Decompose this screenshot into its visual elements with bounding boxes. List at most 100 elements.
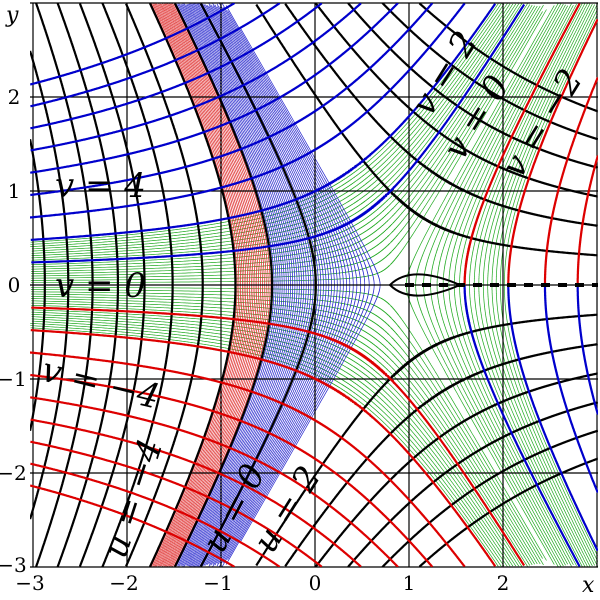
green-band-line bbox=[459, 3, 577, 285]
label-v-4: v = 4 bbox=[55, 166, 146, 206]
v-level-curve bbox=[30, 396, 399, 567]
green-band-line bbox=[442, 5, 569, 285]
u-level-curve bbox=[125, 3, 204, 567]
u-level-curve bbox=[199, 3, 317, 567]
u-level-curve bbox=[255, 3, 598, 257]
green-band-line bbox=[469, 285, 583, 567]
v-level-curve bbox=[30, 373, 434, 567]
v-level-curve bbox=[576, 285, 598, 415]
y-tick-labels: 2 1 0 −1 −2 −3 bbox=[0, 85, 27, 577]
y-tick-label: 0 bbox=[8, 273, 21, 297]
green-band-line bbox=[442, 285, 569, 565]
v-level-curve bbox=[30, 418, 362, 567]
x-tick-label: 2 bbox=[497, 571, 510, 595]
v-level-curve bbox=[543, 285, 598, 494]
green-band-line bbox=[30, 11, 543, 281]
green-band-line bbox=[430, 285, 564, 567]
u-level-curve bbox=[314, 3, 598, 198]
u-level-curve bbox=[148, 3, 237, 567]
v-level-curve bbox=[576, 155, 598, 285]
u-level-curve bbox=[284, 343, 598, 567]
v-level-curve bbox=[30, 3, 362, 152]
green-band-line bbox=[30, 9, 547, 284]
v-level-curve bbox=[30, 3, 399, 174]
v-level-curve bbox=[30, 462, 281, 567]
green-band-line bbox=[482, 285, 591, 567]
green-band-line bbox=[30, 295, 538, 565]
x-tick-labels: −3 −2 −1 0 1 2 bbox=[15, 571, 509, 595]
green-band-line bbox=[495, 285, 598, 567]
green-band-line bbox=[31, 3, 517, 256]
y-tick-label: −3 bbox=[0, 553, 27, 577]
u-level-curve bbox=[418, 3, 598, 113]
u-level-curve bbox=[174, 3, 274, 567]
u-level-curve bbox=[78, 3, 146, 567]
green-band-line bbox=[436, 285, 566, 566]
green-band-line bbox=[405, 285, 555, 565]
x-tick-label: −1 bbox=[203, 571, 232, 595]
v-level-curve bbox=[463, 3, 581, 285]
v-level-curve bbox=[30, 484, 236, 567]
v-level-curve bbox=[30, 351, 466, 567]
v-level-curve bbox=[30, 3, 466, 219]
green-band-line bbox=[499, 8, 598, 285]
v-level-curve bbox=[463, 285, 581, 567]
level-curves bbox=[30, 3, 598, 567]
u-level-curve bbox=[314, 372, 598, 567]
y-tick-label: −1 bbox=[0, 367, 27, 391]
green-band-line bbox=[459, 285, 577, 567]
u-level-curve bbox=[381, 3, 598, 141]
v-level-curve bbox=[30, 3, 236, 86]
green-band-line bbox=[478, 285, 588, 567]
green-band-line bbox=[31, 4, 531, 268]
v-level-curve bbox=[31, 306, 526, 567]
y-tick-label: 1 bbox=[8, 179, 21, 203]
v-level-curve bbox=[543, 76, 598, 285]
v-level-curve bbox=[30, 329, 497, 567]
green-band-line bbox=[31, 311, 520, 567]
y-tick-label: 2 bbox=[8, 85, 21, 109]
v-level-curve bbox=[507, 18, 598, 285]
green-band-line bbox=[30, 322, 505, 567]
v-level-curve bbox=[30, 440, 323, 567]
green-band-line bbox=[31, 5, 536, 272]
u-level-curve bbox=[35, 3, 94, 567]
x-tick-label: −3 bbox=[15, 571, 44, 595]
v-level-curve bbox=[30, 3, 323, 130]
v-level-curve bbox=[507, 285, 598, 552]
u-level-curve bbox=[30, 139, 46, 431]
green-band-line bbox=[487, 3, 593, 285]
green-band-line bbox=[31, 3, 520, 259]
u-level-curve bbox=[284, 3, 598, 227]
u-level-curve bbox=[347, 3, 598, 169]
v-level-curve bbox=[31, 3, 526, 264]
green-band-line bbox=[30, 286, 547, 561]
green-band-line bbox=[405, 5, 555, 285]
green-band-line bbox=[448, 285, 572, 567]
u-level-curve bbox=[381, 429, 598, 567]
u-level-curve bbox=[56, 3, 120, 567]
green-band-line bbox=[31, 298, 536, 565]
green-band-line bbox=[30, 3, 499, 243]
x-tick-label: −2 bbox=[109, 571, 138, 595]
green-band-line bbox=[436, 4, 566, 285]
label-v-0-left: v = 0 bbox=[55, 266, 146, 306]
green-band-line bbox=[31, 314, 517, 567]
u-level-curve bbox=[255, 313, 598, 567]
green-band-line bbox=[473, 285, 586, 567]
u-level-curve bbox=[101, 3, 174, 567]
y-tick-label: −2 bbox=[0, 461, 27, 485]
green-band-line bbox=[487, 285, 593, 567]
x-tick-label: 1 bbox=[403, 571, 416, 595]
green-band-line bbox=[31, 302, 531, 566]
green-band-line bbox=[499, 285, 598, 562]
u-level-curve bbox=[30, 50, 70, 520]
green-band-line bbox=[503, 285, 598, 556]
green-band-line bbox=[448, 3, 572, 285]
green-band-line bbox=[30, 3, 505, 248]
green-band-line bbox=[495, 3, 598, 285]
y-axis-label: y bbox=[5, 3, 19, 28]
u-level-curve bbox=[347, 401, 598, 567]
